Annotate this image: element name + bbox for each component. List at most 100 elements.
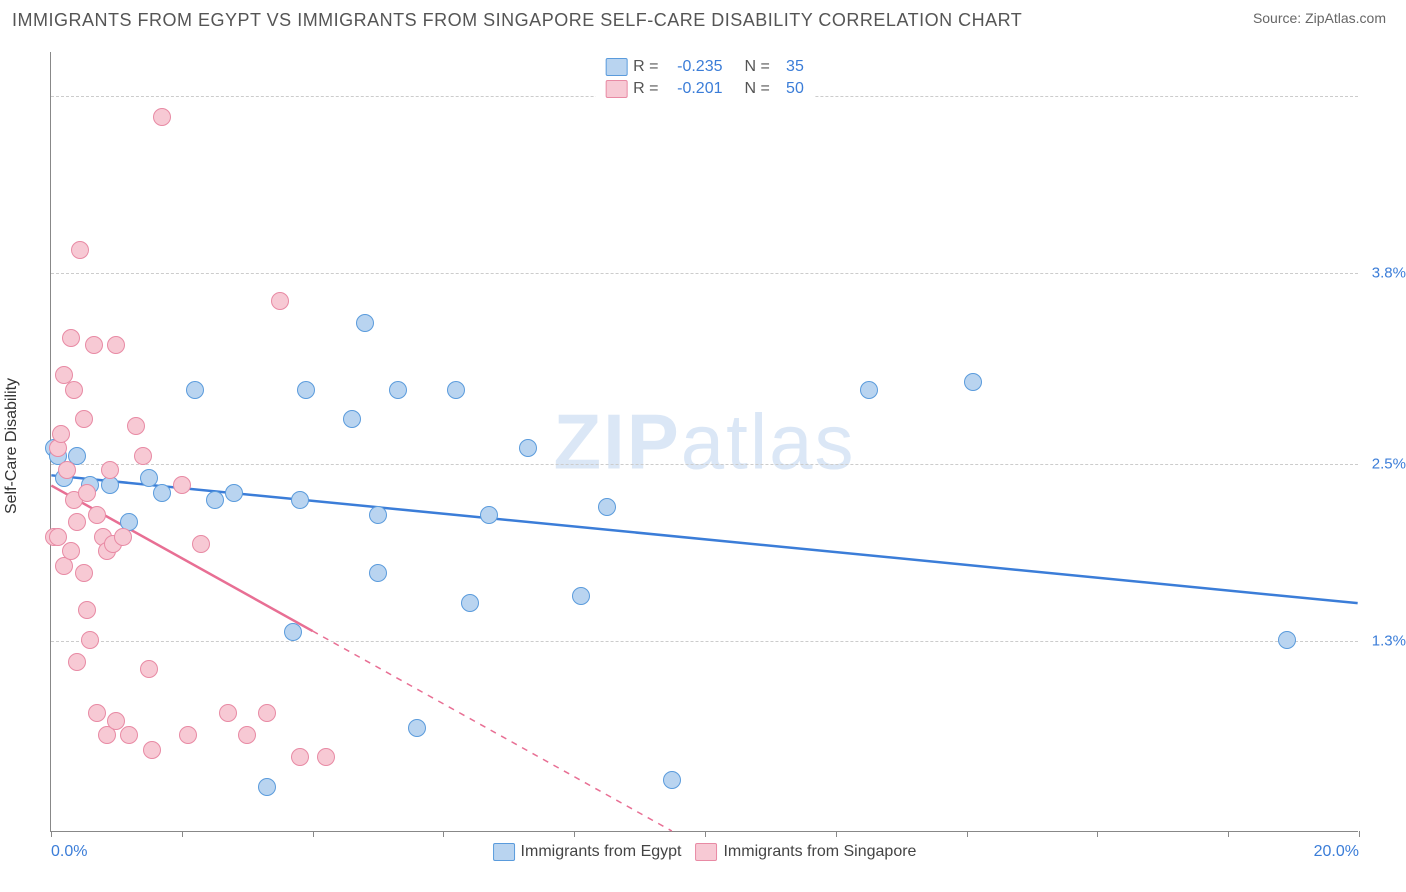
- x-tick: [443, 831, 444, 837]
- egypt-point: [225, 484, 243, 502]
- singapore-point: [101, 461, 119, 479]
- watermark-light: atlas: [681, 397, 856, 485]
- legend-label: Immigrants from Singapore: [723, 843, 916, 861]
- egypt-point: [284, 623, 302, 641]
- singapore-point: [68, 653, 86, 671]
- egypt-point: [343, 410, 361, 428]
- x-tick: [1097, 831, 1098, 837]
- singapore-point: [75, 564, 93, 582]
- scatter-plot: ZIPatlas R =-0.235N =35R =-0.201N =50 Im…: [50, 52, 1358, 832]
- egypt-point: [572, 587, 590, 605]
- watermark-bold: ZIP: [553, 397, 680, 485]
- singapore-point: [49, 528, 67, 546]
- gridline: [51, 273, 1358, 274]
- singapore-point: [71, 241, 89, 259]
- singapore-point: [238, 726, 256, 744]
- watermark: ZIPatlas: [553, 396, 855, 487]
- egypt-point: [369, 506, 387, 524]
- chart-header: IMMIGRANTS FROM EGYPT VS IMMIGRANTS FROM…: [0, 0, 1406, 31]
- singapore-point: [88, 704, 106, 722]
- singapore-swatch: [605, 80, 627, 98]
- egypt-point: [408, 719, 426, 737]
- singapore-point: [317, 748, 335, 766]
- singapore-point: [291, 748, 309, 766]
- x-tick: [967, 831, 968, 837]
- singapore-point: [65, 381, 83, 399]
- egypt-point: [663, 771, 681, 789]
- egypt-point: [480, 506, 498, 524]
- y-tick-label: 2.5%: [1362, 456, 1406, 473]
- gridline: [51, 464, 1358, 465]
- y-tick-label: 1.3%: [1362, 632, 1406, 649]
- egypt-point: [389, 381, 407, 399]
- singapore-point: [192, 535, 210, 553]
- x-tick: [182, 831, 183, 837]
- egypt-point: [297, 381, 315, 399]
- singapore-point: [120, 726, 138, 744]
- series-legend: Immigrants from Egypt Immigrants from Sin…: [493, 843, 917, 861]
- y-axis-title: Self-Care Disability: [3, 378, 21, 514]
- egypt-point: [356, 314, 374, 332]
- legend-label: Immigrants from Egypt: [521, 843, 682, 861]
- x-tick: [1359, 831, 1360, 837]
- source-attribution: Source: ZipAtlas.com: [1253, 10, 1386, 26]
- singapore-point: [58, 461, 76, 479]
- singapore-point: [107, 336, 125, 354]
- egypt-point: [964, 373, 982, 391]
- singapore-point: [75, 410, 93, 428]
- singapore-point: [78, 484, 96, 502]
- egypt-point: [140, 469, 158, 487]
- x-tick-label: 20.0%: [1314, 843, 1359, 861]
- egypt-point: [598, 498, 616, 516]
- r-value: -0.235: [665, 58, 723, 76]
- singapore-point: [107, 712, 125, 730]
- egypt-point: [291, 491, 309, 509]
- source-prefix: Source:: [1253, 10, 1305, 26]
- egypt-swatch: [605, 58, 627, 76]
- singapore-point: [258, 704, 276, 722]
- r-value: -0.201: [665, 80, 723, 98]
- legend-item-egypt: Immigrants from Egypt: [493, 843, 682, 861]
- x-tick: [705, 831, 706, 837]
- singapore-point: [68, 513, 86, 531]
- singapore-point: [219, 704, 237, 722]
- singapore-point: [153, 108, 171, 126]
- singapore-point: [62, 329, 80, 347]
- x-tick: [836, 831, 837, 837]
- egypt-point: [447, 381, 465, 399]
- singapore-point: [134, 447, 152, 465]
- singapore-trendline-dashed: [313, 631, 672, 831]
- singapore-point: [62, 542, 80, 560]
- singapore-point: [127, 417, 145, 435]
- egypt-point: [860, 381, 878, 399]
- n-value: 35: [776, 58, 804, 76]
- trend-lines-layer: [51, 52, 1358, 831]
- r-label: R =: [633, 58, 658, 76]
- x-tick: [574, 831, 575, 837]
- source-name: ZipAtlas.com: [1305, 10, 1386, 26]
- singapore-swatch: [695, 843, 717, 861]
- egypt-point: [153, 484, 171, 502]
- gridline: [51, 641, 1358, 642]
- singapore-point: [271, 292, 289, 310]
- egypt-swatch: [493, 843, 515, 861]
- x-tick: [51, 831, 52, 837]
- egypt-point: [206, 491, 224, 509]
- legend-stat-row: R =-0.201N =50: [605, 78, 804, 100]
- singapore-point: [173, 476, 191, 494]
- chart-title: IMMIGRANTS FROM EGYPT VS IMMIGRANTS FROM…: [12, 10, 1022, 31]
- x-tick: [1228, 831, 1229, 837]
- egypt-trendline: [51, 475, 1357, 603]
- n-label: N =: [745, 80, 770, 98]
- n-value: 50: [776, 80, 804, 98]
- x-tick-label: 0.0%: [51, 843, 87, 861]
- singapore-point: [114, 528, 132, 546]
- singapore-point: [143, 741, 161, 759]
- legend-item-singapore: Immigrants from Singapore: [695, 843, 916, 861]
- x-tick: [313, 831, 314, 837]
- singapore-point: [52, 425, 70, 443]
- singapore-point: [88, 506, 106, 524]
- egypt-point: [1278, 631, 1296, 649]
- egypt-point: [461, 594, 479, 612]
- y-tick-label: 3.8%: [1362, 264, 1406, 281]
